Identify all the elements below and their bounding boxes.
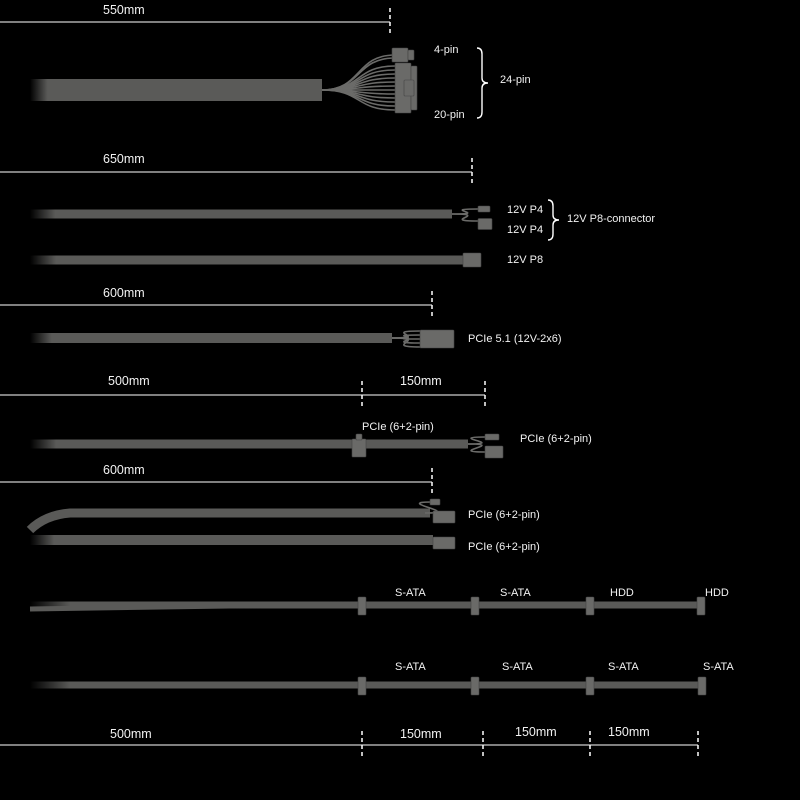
connector	[357, 676, 367, 696]
brace	[547, 199, 560, 241]
bottom-length-2: 150mm	[400, 727, 442, 741]
connector	[585, 596, 595, 616]
bottom-length-3: 150mm	[515, 725, 557, 739]
pcie-daisy-mid-label: PCIe (6+2-pin)	[362, 421, 434, 433]
pcie5-label: PCIe 5.1 (12V-2x6)	[468, 333, 562, 345]
sata-label-1: S-ATA	[395, 661, 426, 673]
connector	[429, 498, 441, 506]
cable	[30, 209, 452, 219]
connector	[357, 596, 367, 616]
connector	[432, 536, 456, 550]
cable	[26, 508, 430, 534]
connector	[403, 79, 415, 97]
connector	[477, 218, 493, 230]
connector	[484, 433, 500, 441]
cable	[30, 535, 433, 545]
bottom-length-1: 500mm	[110, 727, 152, 741]
connector	[462, 252, 482, 268]
cable	[30, 333, 392, 343]
pcie-dual-label-b: PCIe (6+2-pin)	[468, 541, 540, 553]
sata-hdd-label-2: S-ATA	[500, 587, 531, 599]
sata-label-3: S-ATA	[608, 661, 639, 673]
connector	[585, 676, 595, 696]
pcie-daisy-end-label: PCIe (6+2-pin)	[520, 433, 592, 445]
atx-length-label: 550mm	[103, 3, 145, 17]
connector	[419, 329, 455, 349]
pcie-dual-label-a: PCIe (6+2-pin)	[468, 509, 540, 521]
connector	[407, 49, 415, 61]
connector	[470, 596, 480, 616]
sata-hdd-label-1: S-ATA	[395, 587, 426, 599]
cable	[30, 255, 463, 265]
sata-hdd-label-3: HDD	[610, 587, 634, 599]
connector	[484, 445, 504, 459]
cpu-length-label: 650mm	[103, 152, 145, 166]
wire	[321, 89, 396, 111]
brace	[476, 47, 489, 119]
cable	[30, 79, 322, 101]
connector	[391, 47, 409, 63]
connector	[697, 676, 707, 696]
cpu-p8-connector-label: 12V P8-connector	[567, 213, 655, 225]
pcie-daisy-ext-length: 150mm	[400, 374, 442, 388]
pcie-daisy-main-length: 500mm	[108, 374, 150, 388]
cpu-p4b-label: 12V P4	[507, 224, 543, 236]
connector	[470, 676, 480, 696]
wire	[451, 213, 479, 222]
atx-20pin-label: 20-pin	[434, 109, 465, 121]
pcie-dual-length-label: 600mm	[103, 463, 145, 477]
cpu-p8-label: 12V P8	[507, 254, 543, 266]
sata-label-4: S-ATA	[703, 661, 734, 673]
cable	[30, 439, 468, 449]
atx-4pin-label: 4-pin	[434, 44, 458, 56]
atx-24pin-label: 24-pin	[500, 74, 531, 86]
pcie5-length-label: 600mm	[103, 286, 145, 300]
wire	[467, 436, 486, 445]
wire	[391, 337, 421, 348]
connector	[432, 510, 456, 524]
sata-hdd-label-4: HDD	[705, 587, 729, 599]
cpu-p4a-label: 12V P4	[507, 204, 543, 216]
wire	[467, 443, 486, 453]
bottom-length-4: 150mm	[608, 725, 650, 739]
cable	[29, 601, 363, 612]
sata-label-2: S-ATA	[502, 661, 533, 673]
connector	[351, 438, 367, 458]
connector	[477, 205, 491, 213]
connector	[696, 596, 706, 616]
connector	[355, 433, 363, 441]
